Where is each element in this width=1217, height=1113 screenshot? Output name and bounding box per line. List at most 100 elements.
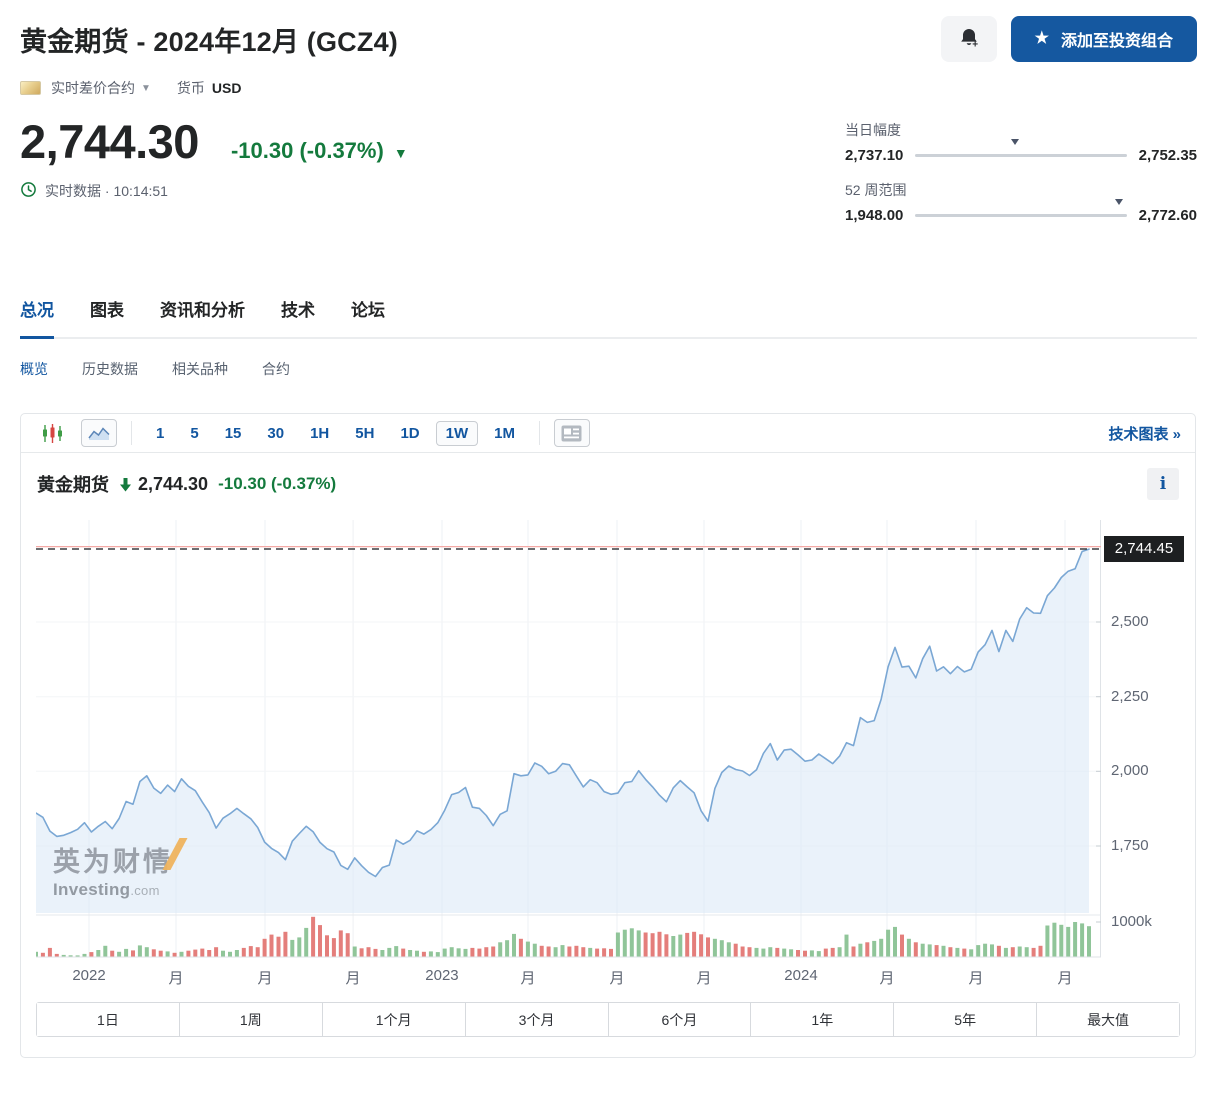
tab-news-analysis[interactable]: 资讯和分析: [160, 301, 245, 320]
clock-icon: [20, 181, 37, 201]
line-chart-button[interactable]: [81, 419, 117, 447]
x-axis-label: 月: [520, 970, 536, 987]
range-6m[interactable]: 6个月: [607, 1003, 751, 1036]
tab-overview[interactable]: 总况: [20, 296, 54, 339]
price-change: -10.30 (-0.37%): [230, 138, 384, 163]
range-3m[interactable]: 3个月: [464, 1003, 608, 1036]
range-max[interactable]: 最大值: [1036, 1003, 1179, 1036]
chart-card: 1 5 15 30 1H 5H 1D 1W 1M 技术图表: [20, 413, 1196, 1058]
x-axis-label: 月: [696, 970, 712, 987]
x-axis-label: 月: [257, 970, 273, 987]
tab-technical[interactable]: 技术: [281, 301, 315, 320]
range-1m[interactable]: 1个月: [321, 1003, 465, 1036]
day-range-label: 当日幅度: [845, 122, 901, 138]
main-tabs: 总况 图表 资讯和分析 技术 论坛: [20, 296, 1197, 339]
day-range-high: 2,752.35: [1138, 147, 1197, 164]
tab-forum[interactable]: 论坛: [351, 301, 385, 320]
day-range-marker: [1010, 139, 1019, 162]
create-alert-button[interactable]: +: [940, 16, 997, 62]
sub-tabs: 概览 历史数据 相关品种 合约: [20, 359, 1197, 379]
x-axis-label: 月: [879, 970, 895, 987]
week52-range: 52 周范围 1,948.00 2,772.60: [845, 180, 1197, 224]
chevron-down-icon[interactable]: ▼: [141, 82, 151, 94]
legend-change: -10.30 (-0.37%): [218, 474, 337, 493]
down-arrow-icon: [119, 477, 132, 492]
interval-1m[interactable]: 1M: [494, 424, 515, 442]
instrument-page: 黄金期货 - 2024年12月 (GCZ4) + ★ 添加至投资组合 实时差价合…: [20, 16, 1197, 1058]
bell-plus-icon: +: [957, 26, 981, 53]
day-range-track: [915, 139, 1127, 162]
tech-chart-link[interactable]: 技术图表 »: [1108, 425, 1181, 443]
interval-1h[interactable]: 1H: [310, 424, 330, 442]
line-chart-icon: [88, 426, 110, 440]
day-range: 当日幅度 2,737.10 2,752.35: [845, 120, 1197, 164]
time-range-bar: 1日 1周 1个月 3个月 6个月 1年 5年 最大值: [36, 1002, 1180, 1037]
chart-toolbar: 1 5 15 30 1H 5H 1D 1W 1M 技术图表: [21, 414, 1195, 453]
week52-range-marker: [1115, 199, 1124, 222]
x-axis-label: 月: [968, 970, 984, 987]
page-title: 黄金期货 - 2024年12月 (GCZ4): [20, 27, 398, 57]
y-axis-label: 2,000: [1111, 762, 1149, 780]
add-to-portfolio-button[interactable]: ★ 添加至投资组合: [1010, 16, 1197, 62]
week52-range-track: [915, 199, 1127, 222]
subtab-historical-data[interactable]: 历史数据: [82, 361, 138, 377]
last-price: 2,744.30: [20, 115, 199, 168]
add-to-portfolio-label: 添加至投资组合: [1060, 33, 1173, 50]
realtime-text: 实时数据 · 10:14:51: [45, 183, 168, 199]
interval-1w[interactable]: 1W: [435, 420, 479, 446]
interval-1d[interactable]: 1D: [400, 424, 420, 442]
x-axis-label: 2022: [72, 967, 106, 984]
chart-plot-area: 2,744.45 英为财情 Investing.com 2,500 2,250 2,…: [21, 504, 1195, 996]
interval-selector: 1 5 15 30 1H 5H 1D 1W 1M: [146, 420, 525, 446]
x-axis-label: 月: [168, 970, 184, 987]
currency-value: USD: [211, 80, 242, 96]
watermark-cn: 英为财情: [53, 838, 188, 879]
range-1w[interactable]: 1周: [178, 1003, 322, 1036]
watermark-en: Investing.com: [53, 880, 160, 899]
y-axis-label: 2,250: [1111, 687, 1149, 705]
candlestick-chart-button[interactable]: [35, 419, 69, 447]
x-axis-label: 月: [609, 970, 625, 987]
header-actions: + ★ 添加至投资组合: [940, 16, 1197, 62]
star-icon: ★: [1034, 30, 1049, 47]
volume-axis-label: 1000k: [1111, 913, 1152, 930]
interval-30[interactable]: 30: [267, 424, 285, 442]
tab-chart[interactable]: 图表: [90, 301, 124, 320]
price-chart-svg[interactable]: [36, 520, 1101, 960]
quote-section: 2,744.30 -10.30 (-0.37%) ▼ 实时数据 · 10:14:…: [20, 118, 1197, 240]
range-1y[interactable]: 1年: [750, 1003, 894, 1036]
candlestick-icon: [42, 423, 62, 443]
x-axis-label: 2023: [425, 967, 459, 984]
last-price-tag: 2,744.45: [1104, 535, 1184, 562]
day-range-low: 2,737.10: [845, 147, 904, 164]
interval-1[interactable]: 1: [156, 424, 165, 442]
interval-5[interactable]: 5: [190, 424, 199, 442]
interval-5h[interactable]: 5H: [355, 424, 375, 442]
svg-text:+: +: [972, 39, 978, 50]
legend-price: 2,744.30: [138, 473, 209, 494]
ranges-block: 当日幅度 2,737.10 2,752.35 52 周范围 1,948.00: [845, 120, 1197, 240]
week52-range-low: 1,948.00: [845, 207, 904, 224]
subtab-overview[interactable]: 概览: [20, 361, 48, 377]
week52-range-label: 52 周范围: [845, 182, 907, 198]
range-1d[interactable]: 1日: [37, 1003, 179, 1036]
currency-label: 货币: [176, 80, 205, 96]
x-axis-label: 月: [1057, 970, 1073, 987]
x-axis-label: 月: [345, 970, 361, 987]
interval-15[interactable]: 15: [224, 424, 242, 442]
news-panel-icon: [561, 425, 582, 441]
instrument-type-dropdown[interactable]: 实时差价合约: [51, 80, 135, 96]
subtab-contracts[interactable]: 合约: [262, 361, 290, 377]
y-axis-label: 1,750: [1111, 837, 1149, 854]
range-5y[interactable]: 5年: [893, 1003, 1037, 1036]
info-button[interactable]: i: [1147, 468, 1179, 500]
news-panel-button[interactable]: [553, 419, 590, 447]
week52-range-high: 2,772.60: [1138, 207, 1197, 224]
realtime-row: 实时数据 · 10:14:51: [20, 181, 408, 201]
chart-legend: 黄金期货 2,744.30 -10.30 (-0.37%) i: [21, 453, 1195, 504]
subtab-related-instruments[interactable]: 相关品种: [172, 361, 228, 377]
y-axis-label: 2,500: [1111, 613, 1149, 630]
gold-commodity-icon: [20, 81, 41, 95]
price-down-arrow-icon: ▼: [393, 145, 408, 161]
x-axis-label: 2024: [784, 967, 818, 984]
